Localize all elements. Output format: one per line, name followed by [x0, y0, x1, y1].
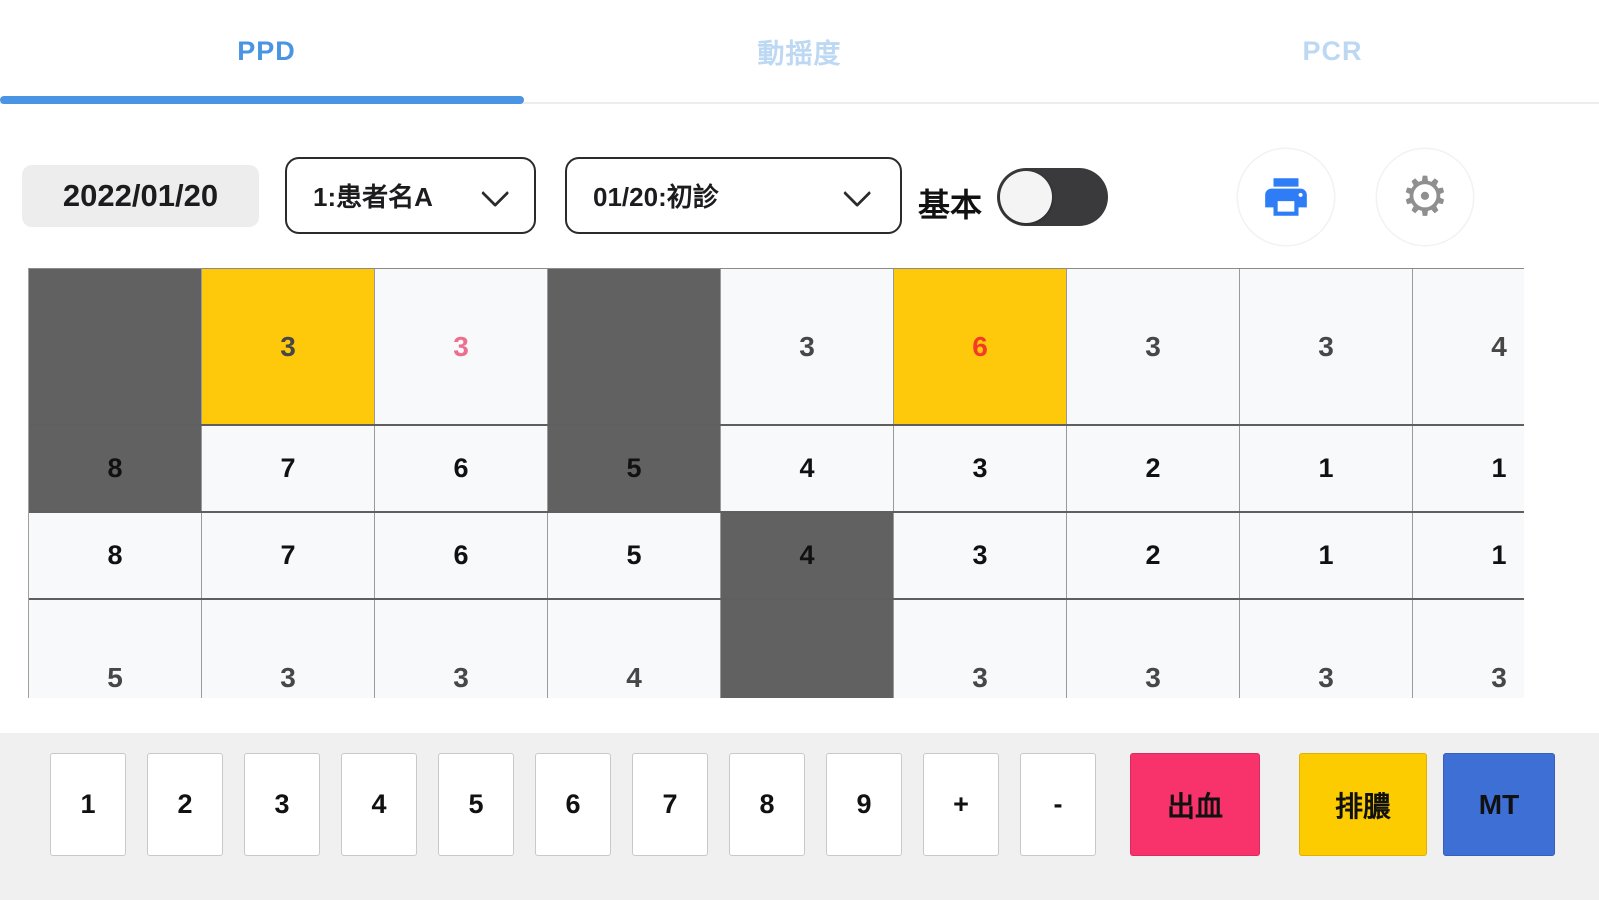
gear-icon: ⚙ — [1400, 165, 1450, 228]
grid-cell-r1-c1[interactable]: 7 — [202, 426, 375, 511]
key--[interactable]: - — [1020, 753, 1096, 856]
key-6[interactable]: 6 — [535, 753, 611, 856]
grid-cell-r3-c6[interactable]: 3 — [1067, 600, 1240, 698]
grid-cell-r3-c5[interactable]: 3 — [894, 600, 1067, 698]
printer-icon — [1261, 172, 1311, 222]
grid-cell-r2-c7[interactable]: 1 — [1240, 513, 1413, 598]
grid-cell-r2-c8[interactable]: 1 — [1413, 513, 1524, 598]
grid-cell-r0-c6[interactable]: 3 — [1067, 269, 1240, 424]
basic-mode-toggle[interactable] — [997, 168, 1108, 226]
patient-select[interactable]: 1:患者名A — [285, 157, 536, 234]
print-button[interactable] — [1238, 149, 1334, 245]
grid-cell-r2-c4[interactable]: 4 — [721, 513, 894, 598]
grid-cell-r1-c2[interactable]: 6 — [375, 426, 548, 511]
chevron-down-icon — [843, 178, 872, 207]
grid-cell-r1-c8[interactable]: 1 — [1413, 426, 1524, 511]
grid-cell-r2-c3[interactable]: 5 — [548, 513, 721, 598]
key-2[interactable]: 2 — [147, 753, 223, 856]
grid-cell-r2-c5[interactable]: 3 — [894, 513, 1067, 598]
patient-select-value: 1:患者名A — [313, 182, 433, 212]
key-9[interactable]: 9 — [826, 753, 902, 856]
grid-cell-r2-c0[interactable]: 8 — [29, 513, 202, 598]
grid-cell-r2-c2[interactable]: 6 — [375, 513, 548, 598]
grid-cell-r0-c5[interactable]: 6 — [894, 269, 1067, 424]
grid-cell-r0-c2[interactable]: 3 — [375, 269, 548, 424]
grid-cell-r3-c0[interactable]: 5 — [29, 600, 202, 698]
tab-pcr[interactable]: PCR — [1302, 35, 1363, 66]
tab-bar: PPD 動揺度 PCR — [0, 0, 1599, 104]
tab-ppd[interactable]: PPD — [237, 35, 296, 66]
grid-cell-r1-c6[interactable]: 2 — [1067, 426, 1240, 511]
grid-cell-r0-c1[interactable]: 3 — [202, 269, 375, 424]
key-7[interactable]: 7 — [632, 753, 708, 856]
grid-cell-r3-c2[interactable]: 3 — [375, 600, 548, 698]
basic-mode-label: 基本 — [918, 187, 983, 223]
grid-cell-r0-c7[interactable]: 3 — [1240, 269, 1413, 424]
key-MT[interactable]: MT — [1443, 753, 1555, 856]
date-field[interactable]: 2022/01/20 — [22, 165, 259, 227]
visit-select[interactable]: 01/20:初診 — [565, 157, 902, 234]
key-8[interactable]: 8 — [729, 753, 805, 856]
grid-cell-r3-c1[interactable]: 3 — [202, 600, 375, 698]
visit-select-value: 01/20:初診 — [593, 182, 719, 212]
grid-cell-r1-c3[interactable]: 5 — [548, 426, 721, 511]
grid-cell-r1-c4[interactable]: 4 — [721, 426, 894, 511]
grid-cell-r0-c3[interactable] — [548, 269, 721, 424]
grid-cell-r1-c7[interactable]: 1 — [1240, 426, 1413, 511]
grid-cell-r1-c5[interactable]: 3 — [894, 426, 1067, 511]
grid-cell-r0-c8[interactable]: 4 — [1413, 269, 1524, 424]
settings-button[interactable]: ⚙ — [1377, 149, 1473, 245]
key-排膿[interactable]: 排膿 — [1299, 753, 1427, 856]
key-3[interactable]: 3 — [244, 753, 320, 856]
key-+[interactable]: + — [923, 753, 999, 856]
grid-cell-r3-c7[interactable]: 3 — [1240, 600, 1413, 698]
input-keypad: 1 2 3 4 5 6 7 8 9 + - 出血 排膿 MT — [0, 733, 1599, 900]
grid-cell-r2-c6[interactable]: 2 — [1067, 513, 1240, 598]
key-出血[interactable]: 出血 — [1130, 753, 1260, 856]
active-tab-underline — [0, 96, 524, 104]
key-1[interactable]: 1 — [50, 753, 126, 856]
toggle-knob — [1000, 171, 1052, 223]
chevron-down-icon — [481, 178, 510, 207]
grid-cell-r0-c0[interactable] — [29, 269, 202, 424]
key-4[interactable]: 4 — [341, 753, 417, 856]
grid-cell-r0-c4[interactable]: 3 — [721, 269, 894, 424]
grid-cell-r2-c1[interactable]: 7 — [202, 513, 375, 598]
key-5[interactable]: 5 — [438, 753, 514, 856]
tab-動揺度[interactable]: 動揺度 — [757, 38, 842, 69]
grid-cell-r3-c8[interactable]: 3 — [1413, 600, 1524, 698]
grid-cell-r3-c3[interactable]: 4 — [548, 600, 721, 698]
grid-cell-r1-c0[interactable]: 8 — [29, 426, 202, 511]
grid-cell-r3-c4[interactable] — [721, 600, 894, 698]
